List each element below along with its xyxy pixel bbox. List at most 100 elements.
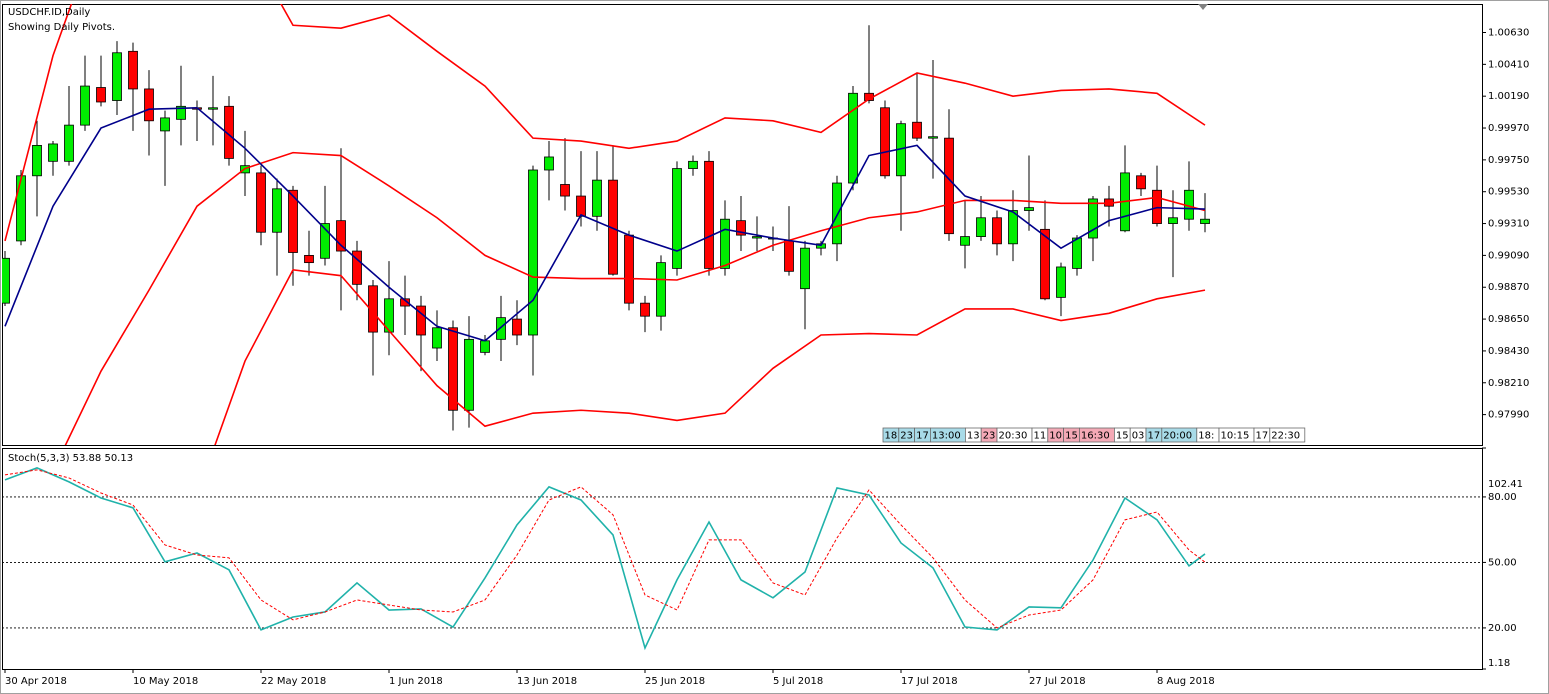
candle-body bbox=[736, 220, 746, 236]
candle-body bbox=[1136, 175, 1146, 190]
x-tick-label: 22 May 2018 bbox=[261, 676, 326, 687]
indicator-line bbox=[214, 269, 1206, 445]
candle-body bbox=[832, 182, 842, 245]
candle-body bbox=[1168, 217, 1178, 224]
chart-title: USDCHF.ID,Daily bbox=[8, 7, 90, 18]
candle-body bbox=[672, 168, 682, 269]
candle-body bbox=[704, 160, 714, 269]
pivot-label: 17 bbox=[1148, 431, 1161, 442]
candle-body bbox=[560, 184, 570, 197]
pivot-label: 23 bbox=[900, 431, 913, 442]
main-panel bbox=[2, 4, 1483, 446]
y-tick-label: 0.98430 bbox=[1488, 346, 1529, 357]
candle-body bbox=[784, 240, 794, 272]
x-tick-label: 10 May 2018 bbox=[133, 676, 198, 687]
x-tick-label: 1 Jun 2018 bbox=[389, 676, 443, 687]
x-tick-label: 17 Jul 2018 bbox=[901, 676, 958, 687]
y-tick-label: 1.00630 bbox=[1488, 28, 1529, 39]
y-tick-label: 1.18 bbox=[1488, 658, 1510, 669]
candle-body bbox=[352, 250, 362, 285]
pivot-label-box bbox=[1269, 427, 1306, 443]
pivot-label: 17 bbox=[916, 431, 929, 442]
candle-body bbox=[688, 160, 698, 169]
candle-body bbox=[912, 121, 922, 139]
x-tick-label: 30 Apr 2018 bbox=[5, 676, 67, 687]
pivot-label: 22:30 bbox=[1271, 431, 1300, 442]
candle-body bbox=[416, 305, 426, 336]
candle-body bbox=[720, 218, 730, 269]
candle-body bbox=[320, 223, 330, 259]
pivot-label: 13 bbox=[967, 431, 980, 442]
candle-body bbox=[16, 175, 26, 242]
candle-body bbox=[528, 169, 538, 336]
candle-body bbox=[1072, 237, 1082, 269]
candle-body bbox=[944, 137, 954, 235]
main-plot bbox=[2, 4, 1210, 445]
stoch-panel bbox=[2, 448, 1483, 670]
candle-body bbox=[368, 285, 378, 333]
candle-body bbox=[2, 257, 10, 304]
chart-subtitle: Showing Daily Pivots. bbox=[8, 22, 115, 33]
candle-body bbox=[624, 234, 634, 304]
candle-body bbox=[800, 247, 810, 290]
candle-body bbox=[32, 144, 42, 177]
y-tick-label: 50.00 bbox=[1488, 557, 1517, 568]
candle-body bbox=[928, 136, 938, 139]
y-tick-label: 0.99750 bbox=[1488, 155, 1529, 166]
candle-body bbox=[432, 327, 442, 349]
candle-body bbox=[512, 318, 522, 336]
candle-body bbox=[96, 87, 106, 103]
pivot-label: 18: bbox=[1198, 431, 1214, 442]
candle-body bbox=[1056, 266, 1066, 298]
candle-body bbox=[144, 88, 154, 122]
x-tick-label: 25 Jun 2018 bbox=[645, 676, 705, 687]
y-tick-label: 0.97990 bbox=[1488, 410, 1529, 421]
pivot-label: 13:00 bbox=[932, 431, 961, 442]
candle-body bbox=[304, 254, 314, 264]
candle-body bbox=[272, 188, 282, 233]
y-tick-label: 0.98650 bbox=[1488, 314, 1529, 325]
candle-body bbox=[288, 189, 298, 253]
x-tick-label: 5 Jul 2018 bbox=[773, 676, 823, 687]
candle-body bbox=[976, 217, 986, 237]
candle-body bbox=[256, 172, 266, 233]
pivot-label: 18 bbox=[885, 431, 898, 442]
pivot-label: 17 bbox=[1256, 431, 1269, 442]
pivot-label: 20:30 bbox=[999, 431, 1028, 442]
y-tick-label: 80.00 bbox=[1488, 492, 1517, 503]
candle-body bbox=[496, 317, 506, 340]
y-tick-label: 0.99530 bbox=[1488, 187, 1529, 198]
candle-body bbox=[640, 302, 650, 317]
pivot-label: 10:15 bbox=[1221, 431, 1250, 442]
labels: 1.00630 1.00410 1.00190 0.99970 0.99750 0.995… bbox=[4, 7, 1529, 687]
candle-body bbox=[64, 124, 74, 162]
indicator-line bbox=[4, 467, 1206, 651]
y-tick-label: 20.00 bbox=[1488, 623, 1517, 634]
candle-body bbox=[752, 236, 762, 239]
candle-body bbox=[1200, 218, 1210, 224]
candle-body bbox=[448, 327, 458, 411]
candle-body bbox=[176, 105, 186, 120]
pivot-label: 23 bbox=[983, 431, 996, 442]
candle-body bbox=[400, 298, 410, 307]
candle-body bbox=[208, 107, 218, 110]
candle-body bbox=[80, 85, 90, 126]
candle-body bbox=[848, 92, 858, 184]
candle-body bbox=[1040, 228, 1050, 300]
candle-body bbox=[960, 236, 970, 246]
indicator-title: Stoch(5,3,3) 53.88 50.13 bbox=[8, 453, 133, 464]
candle-body bbox=[336, 220, 346, 252]
candle-body bbox=[880, 107, 890, 177]
y-tick-label: 0.99310 bbox=[1488, 219, 1529, 230]
candle-body bbox=[384, 298, 394, 333]
candle-body bbox=[224, 105, 234, 159]
pivot-label: 03 bbox=[1132, 431, 1145, 442]
x-tick-label: 8 Aug 2018 bbox=[1157, 676, 1215, 687]
shift-marker bbox=[1198, 4, 1208, 10]
indicator-line bbox=[4, 469, 1206, 629]
candle-body bbox=[576, 195, 586, 217]
pivot-label: 15 bbox=[1116, 431, 1129, 442]
candle-body bbox=[656, 262, 666, 317]
